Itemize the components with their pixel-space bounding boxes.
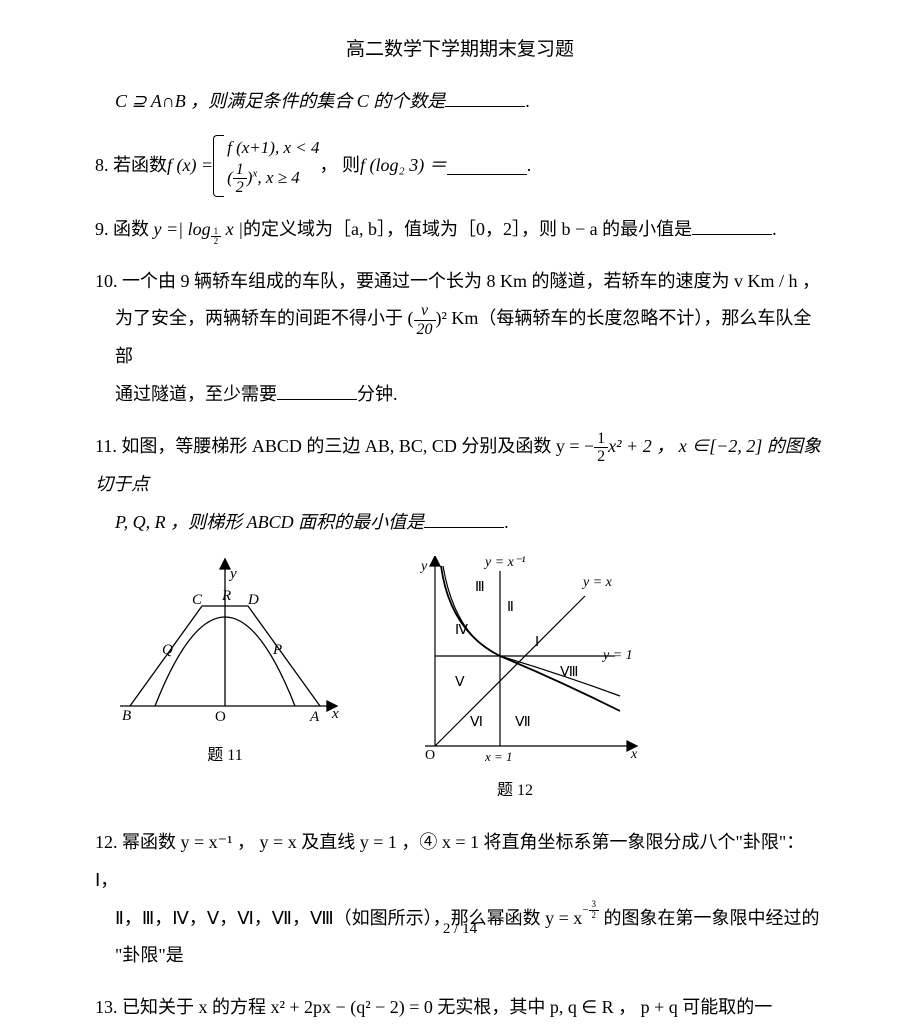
line: 11. 如图，等腰梯形 ABCD 的三边 AB, BC, CD 分别及函数 y … [95, 428, 825, 504]
subscript: 12 [211, 230, 222, 242]
region-label: Ⅵ [470, 715, 483, 730]
line: P, Q, R ，则梯形 ABCD 面积的最小值是. [95, 504, 825, 542]
figure-11-svg: y x C D R Q P B A O [110, 556, 340, 731]
expr: f (log₂ 3) ＝ [360, 147, 447, 185]
page-number: 2 / 14 [0, 917, 920, 941]
axis-label-y: y [419, 559, 428, 574]
blank [447, 157, 527, 175]
axis-label-y: y [228, 566, 237, 582]
text: ， 则 [319, 147, 360, 185]
blank [424, 510, 504, 528]
text: 分钟. [357, 384, 398, 404]
point-label: R [221, 588, 231, 604]
figure-12: y x O y = x⁻¹ y = x y = 1 x = 1 Ⅰ Ⅱ Ⅲ Ⅳ … [385, 556, 645, 804]
point-label: D [247, 592, 259, 608]
point-label: B [122, 708, 131, 724]
blank [692, 217, 772, 235]
line: 10. 一个由 9 辆轿车组成的车队，要通过一个长为 8 Km 的隧道，若轿车的… [95, 263, 825, 301]
piece-2: (12)x, x ≥ 4 [227, 161, 319, 197]
region-label: Ⅶ [515, 715, 531, 730]
piece-1: f (x+1), x < 4 [227, 135, 319, 161]
text: . [527, 147, 532, 185]
expr: x | [221, 219, 243, 239]
text: . [504, 512, 509, 532]
blank [277, 382, 357, 400]
axis-label-x: x [630, 747, 638, 762]
problem-13: 13. 已知关于 x 的方程 x² + 2px − (q² − 2) = 0 无… [95, 989, 825, 1027]
line: 12. 幂函数 y = x⁻¹ ， y = x 及直线 y = 1 ，④ x =… [95, 824, 825, 900]
region-label: Ⅳ [455, 623, 468, 638]
text: P, Q, R ，则梯形 ABCD 面积的最小值是 [115, 512, 424, 532]
axis-label-x: x [331, 706, 339, 722]
region-label: Ⅲ [475, 580, 485, 595]
line: 为了安全，两辆轿车的间距不得小于 (v20)² Km（每辆轿车的长度忽略不计），… [95, 300, 825, 376]
problem-12: 12. 幂函数 y = x⁻¹ ， y = x 及直线 y = 1 ，④ x =… [95, 824, 825, 975]
region-label: Ⅱ [507, 600, 514, 615]
region-label: Ⅴ [455, 675, 465, 690]
problem-11: 11. 如图，等腰梯形 ABCD 的三边 AB, BC, CD 分别及函数 y … [95, 428, 825, 542]
text: 11. 如图，等腰梯形 ABCD 的三边 AB, BC, CD 分别及函数 y … [95, 436, 594, 456]
text: . [525, 91, 530, 111]
page-title: 高二数学下学期期末复习题 [95, 35, 825, 65]
problem-8: 8. 若函数 f (x) = f (x+1), x < 4 (12)x, x ≥… [95, 135, 825, 197]
region-label: Ⅰ [535, 635, 539, 650]
figure-12-svg: y x O y = x⁻¹ y = x y = 1 x = 1 Ⅰ Ⅱ Ⅲ Ⅳ … [385, 556, 645, 766]
point-label: A [309, 709, 320, 725]
line: "卦限"是 [95, 937, 825, 975]
blank [445, 89, 525, 107]
line-label: y = 1 [601, 648, 633, 663]
text: 的定义域为［a, b］，值域为［0，2］，则 b − a 的最小值是 [243, 219, 692, 239]
text: . [772, 219, 777, 239]
figure-12-caption: 题 12 [385, 778, 645, 804]
figure-11: y x C D R Q P B A O 题 11 [110, 556, 340, 769]
curve-label: y = x⁻¹ [483, 556, 525, 570]
expr: C ⊇ A∩B ，则满足条件的集合 C 的个数是 [115, 91, 445, 111]
figure-11-caption: 题 11 [110, 743, 340, 769]
line-label: x = 1 [484, 749, 513, 764]
problem-9: 9. 函数 y =| log12 x |的定义域为［a, b］，值域为［0，2］… [95, 211, 825, 249]
text: 8. 若函数 [95, 147, 167, 185]
line: 通过隧道，至少需要 分钟. [95, 376, 825, 414]
text: 为了安全，两辆轿车的间距不得小于 ( [115, 308, 414, 328]
problem-7-tail: C ⊇ A∩B ，则满足条件的集合 C 的个数是. [95, 83, 825, 121]
region-label: Ⅷ [560, 665, 578, 680]
piecewise: f (x+1), x < 4 (12)x, x ≥ 4 [213, 135, 319, 197]
line-label: y = x [581, 575, 613, 590]
text: 9. 函数 [95, 219, 154, 239]
origin-label: O [215, 709, 226, 725]
expr: y =| log [154, 219, 211, 239]
problem-10: 10. 一个由 9 辆轿车组成的车队，要通过一个长为 8 Km 的隧道，若轿车的… [95, 263, 825, 414]
point-label: C [192, 592, 203, 608]
expr: f (x) = [167, 147, 213, 185]
point-label: P [272, 642, 282, 658]
origin-label: O [425, 748, 435, 763]
figures-row: y x C D R Q P B A O 题 11 [110, 556, 825, 804]
point-label: Q [162, 642, 173, 658]
text: 通过隧道，至少需要 [115, 384, 277, 404]
